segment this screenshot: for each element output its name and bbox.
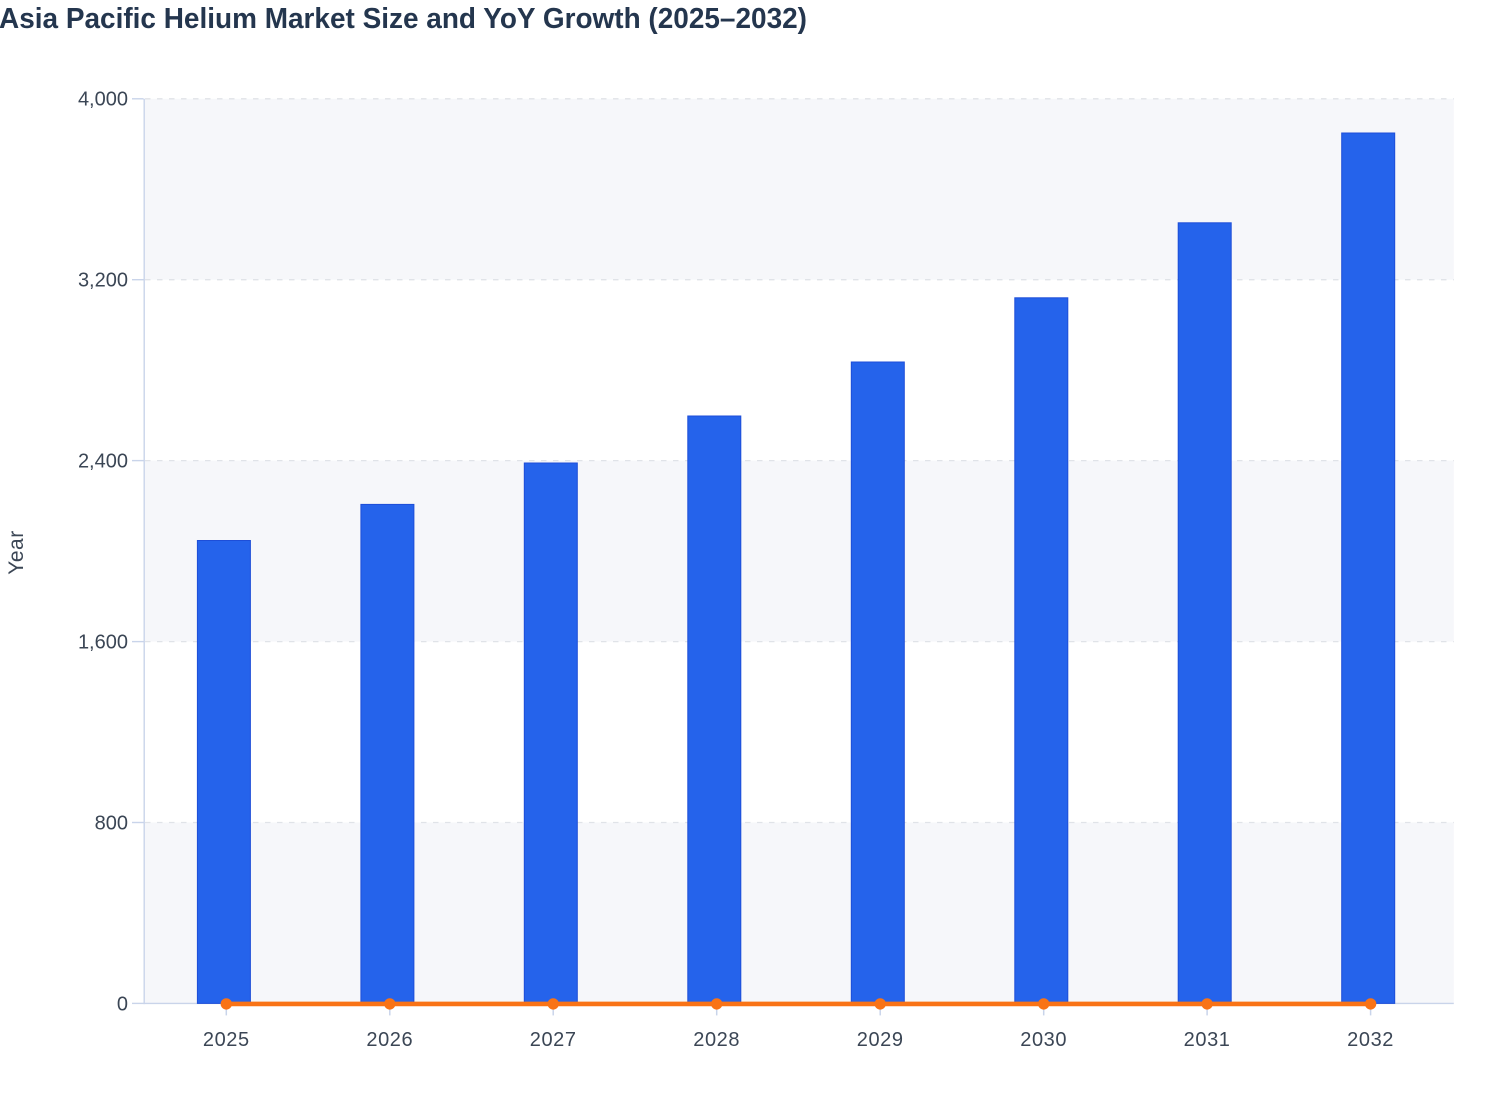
svg-text:0: 0 [117,993,128,1015]
svg-text:2028: 2028 [693,1029,740,1051]
svg-text:2025: 2025 [203,1029,250,1051]
svg-text:2031: 2031 [1184,1029,1231,1051]
svg-text:4,000: 4,000 [78,89,128,111]
svg-text:2029: 2029 [857,1029,904,1051]
svg-text:800: 800 [95,812,128,834]
svg-text:Asia Pacific Helium Market Siz: Asia Pacific Helium Market Size and YoY … [0,3,807,35]
svg-text:3,200: 3,200 [78,270,128,292]
svg-text:2,400: 2,400 [78,451,128,473]
svg-text:2030: 2030 [1020,1029,1067,1051]
svg-text:2032: 2032 [1347,1029,1394,1051]
svg-text:Year: Year [5,530,28,574]
svg-text:2026: 2026 [366,1029,413,1051]
svg-text:1,600: 1,600 [78,632,128,654]
svg-text:2027: 2027 [530,1029,577,1051]
